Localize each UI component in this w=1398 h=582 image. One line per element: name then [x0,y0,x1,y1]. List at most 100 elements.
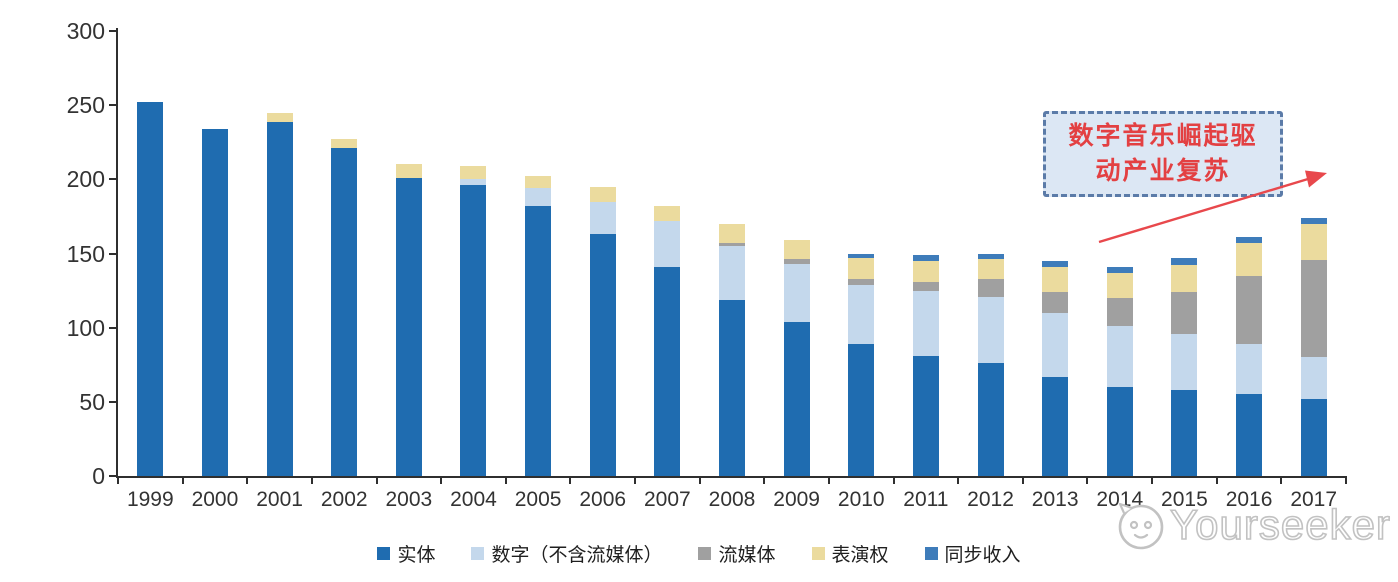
bar-segment-2004 [460,166,487,180]
bar-segment-2008 [719,246,745,300]
bar-segment-2011 [912,290,939,356]
bar-segment-2010 [848,278,875,285]
annotation-text-line2: 动产业复苏 [1095,157,1231,185]
bar-1999 [137,102,164,476]
bar-segment-2000 [201,128,228,476]
bar-segment-2001 [266,121,293,476]
bar-segment-2009 [783,263,810,322]
x-axis-label-2000: 2000 [191,488,239,511]
bar-2016 [1236,237,1263,476]
bar-segment-2015 [1171,390,1198,476]
bar-segment-2017 [1300,218,1327,224]
legend-label: 同步收入 [944,545,1021,566]
x-axis-label-2005: 2005 [514,488,562,511]
y-axis-line [116,28,118,478]
bar-segment-2007 [654,266,681,476]
bar-segment-2010 [848,284,875,344]
bar-2009 [783,240,810,476]
bar-segment-2002 [331,139,358,149]
x-axis-tick [1151,476,1154,484]
bar-2006 [589,186,616,476]
bar-segment-2004 [460,185,487,476]
legend-label: 实体 [397,545,436,566]
bar-segment-2012 [977,253,1004,260]
legend-swatch-icon [377,547,391,560]
bar-segment-2013 [1042,292,1069,313]
x-axis-label-2001: 2001 [256,488,303,511]
bar-segment-2015 [1171,333,1198,390]
bar-segment-2015 [1171,265,1198,293]
x-axis-label-2011: 2011 [903,488,949,511]
y-axis-tick-label: 200 [66,166,105,193]
legend-swatch-icon [924,547,938,560]
y-axis-tick [109,178,117,181]
bar-segment-2011 [912,254,939,261]
annotation-callout: 数字音乐崛起驱 动产业复苏 [1043,111,1283,197]
x-axis-tick [1345,476,1347,484]
legend-item-1: 数字（不含流媒体） [471,540,662,567]
bar-segment-2007 [654,220,681,267]
x-axis-tick [310,476,313,484]
bar-segment-2014 [1106,266,1133,273]
bar-2005 [525,176,552,476]
legend-item-2: 流媒体 [698,540,776,567]
bar-segment-2016 [1236,275,1263,345]
bar-segment-2011 [912,355,939,476]
bar-segment-2005 [525,188,552,206]
x-axis-tick [181,476,184,484]
bar-segment-2017 [1300,223,1327,260]
bar-2011 [912,254,939,476]
x-axis-label-2016: 2016 [1225,488,1273,511]
bar-2007 [654,206,681,476]
bar-segment-2013 [1042,312,1069,377]
x-axis-tick [827,476,830,484]
bar-segment-2002 [331,148,358,476]
bar-segment-2007 [654,206,681,221]
bar-segment-2012 [977,259,1004,279]
y-axis-tick [109,326,117,329]
bar-segment-2010 [848,344,875,476]
legend-label: 表演权 [831,545,889,566]
x-axis-label-2003: 2003 [385,488,433,511]
y-axis-tick [109,252,117,255]
x-axis-label-2006: 2006 [579,488,627,511]
x-axis-tick [1021,476,1024,484]
x-axis-label-2002: 2002 [320,488,368,511]
x-axis-tick [698,476,701,484]
legend-swatch-icon [698,547,712,560]
bar-segment-2016 [1236,394,1263,476]
bar-2001 [266,112,293,476]
x-axis-line [116,476,1347,478]
bar-segment-2012 [977,296,1004,364]
y-axis-tick-label: 0 [92,463,105,489]
x-axis-label-2009: 2009 [773,488,820,511]
bar-segment-2014 [1106,298,1133,327]
bar-segment-2010 [848,253,875,259]
x-axis-label-2004: 2004 [450,488,497,511]
legend: 实体 数字（不含流媒体） 流媒体 表演权 同步收入 [0,540,1398,567]
legend-label: 数字（不含流媒体） [491,545,663,566]
bar-segment-2017 [1300,398,1327,476]
x-axis-label-2008: 2008 [708,488,756,511]
bar-2008 [719,223,745,476]
bar-segment-2009 [783,259,810,264]
bar-segment-2014 [1106,272,1133,299]
bar-segment-2011 [912,281,939,291]
bar-2000 [201,128,228,476]
x-axis-tick [763,476,766,484]
bar-segment-2005 [525,206,552,476]
bar-segment-2009 [783,240,810,260]
y-axis-tick [109,104,117,107]
bar-2012 [977,253,1004,476]
bar-segment-2004 [460,179,487,186]
bar-segment-2008 [719,299,745,476]
bar-2003 [395,164,422,476]
x-axis-tick [117,476,119,484]
y-axis-tick-label: 250 [66,92,105,119]
bar-segment-2008 [719,243,745,247]
y-axis-tick-label: 100 [66,314,105,341]
x-axis-label-2014: 2014 [1096,488,1144,511]
x-axis-tick [569,476,572,484]
x-axis-label-2015: 2015 [1161,488,1208,511]
bar-segment-2003 [395,164,422,178]
